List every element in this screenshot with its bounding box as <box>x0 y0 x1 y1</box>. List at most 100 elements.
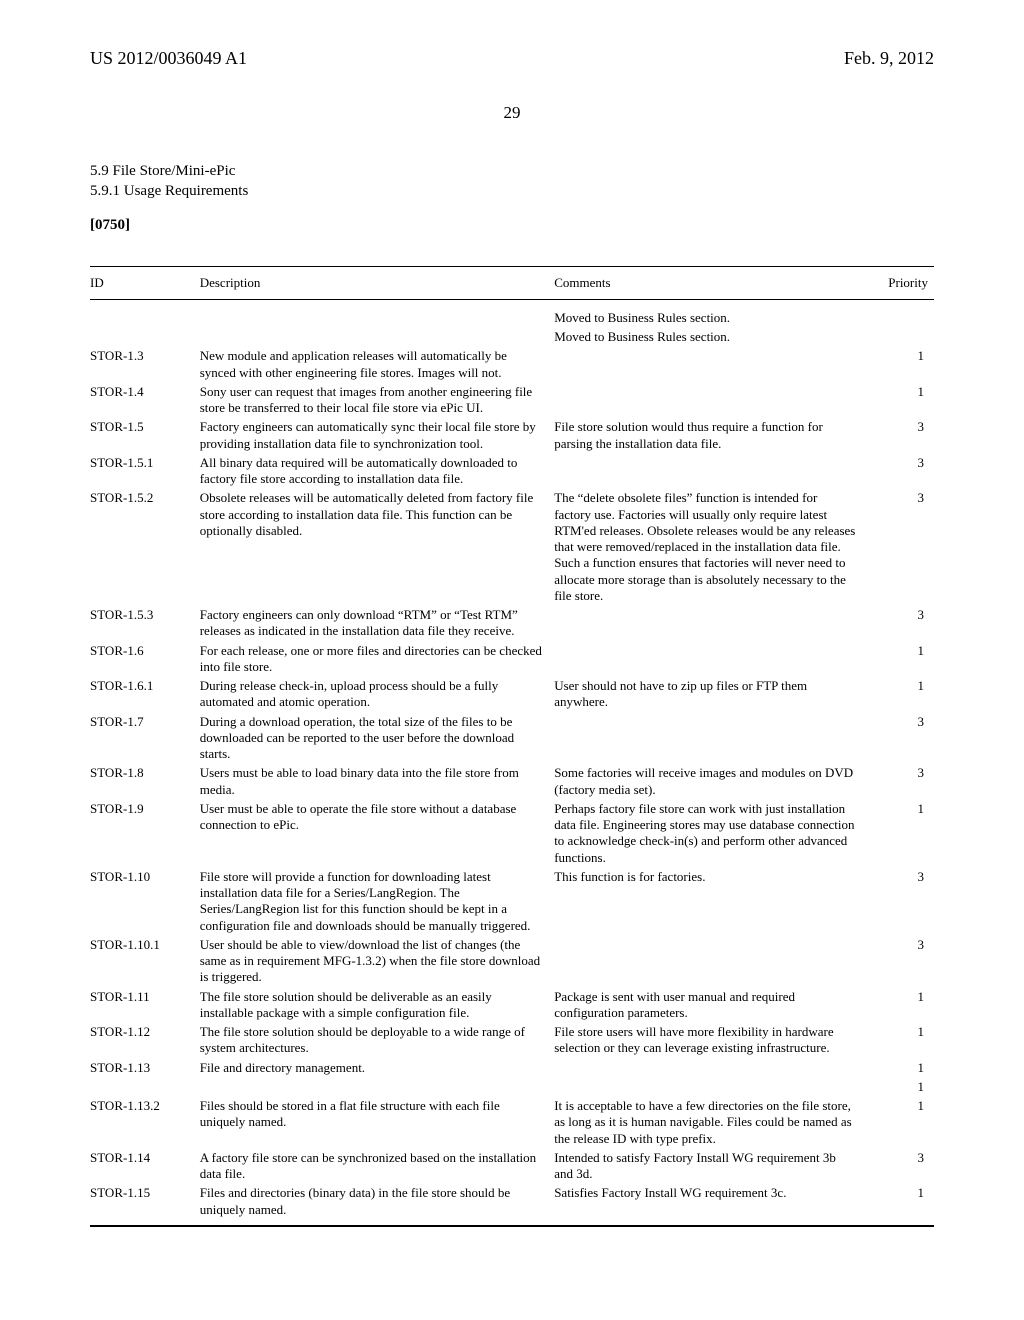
cell-comments: Intended to satisfy Factory Install WG r… <box>554 1148 866 1184</box>
cell-priority: 3 <box>866 1148 934 1184</box>
cell-id <box>90 299 200 327</box>
table-header-row: ID Description Comments Priority <box>90 266 934 299</box>
section-heading-2: 5.9.1 Usage Requirements <box>90 181 934 201</box>
cell-priority: 1 <box>866 347 934 383</box>
cell-id: STOR-1.12 <box>90 1023 200 1059</box>
cell-comments: This function is for factories. <box>554 867 866 935</box>
table-row: STOR-1.6For each release, one or more fi… <box>90 641 934 677</box>
cell-comments: Some factories will receive images and m… <box>554 764 866 800</box>
cell-priority: 1 <box>866 1097 934 1149</box>
cell-description: The file store solution should be deploy… <box>200 1023 554 1059</box>
cell-priority: 3 <box>866 764 934 800</box>
cell-description: Sony user can request that images from a… <box>200 382 554 418</box>
cell-comments: Perhaps factory file store can work with… <box>554 799 866 867</box>
table-row: STOR-1.10.1User should be able to view/d… <box>90 935 934 987</box>
cell-id: STOR-1.15 <box>90 1184 200 1220</box>
cell-description: Obsolete releases will be automatically … <box>200 489 554 606</box>
cell-priority: 3 <box>866 418 934 454</box>
table-row: STOR-1.13.2Files should be stored in a f… <box>90 1097 934 1149</box>
cell-priority: 3 <box>866 935 934 987</box>
cell-comments: File store solution would thus require a… <box>554 418 866 454</box>
cell-comments <box>554 453 866 489</box>
cell-comments <box>554 606 866 642</box>
cell-priority: 1 <box>866 677 934 713</box>
cell-id: STOR-1.13 <box>90 1058 200 1077</box>
cell-priority: 1 <box>866 1077 934 1096</box>
cell-id: STOR-1.4 <box>90 382 200 418</box>
table-row: 1 <box>90 1077 934 1096</box>
cell-description: During a download operation, the total s… <box>200 712 554 764</box>
table-row: STOR-1.7During a download operation, the… <box>90 712 934 764</box>
cell-priority: 1 <box>866 641 934 677</box>
cell-description: User must be able to operate the file st… <box>200 799 554 867</box>
cell-priority: 1 <box>866 799 934 867</box>
paragraph-number: [0750] <box>90 217 934 234</box>
cell-description: Factory engineers can automatically sync… <box>200 418 554 454</box>
cell-comments <box>554 641 866 677</box>
cell-description <box>200 1077 554 1096</box>
cell-description: File store will provide a function for d… <box>200 867 554 935</box>
table-row: STOR-1.6.1During release check-in, uploa… <box>90 677 934 713</box>
cell-priority <box>866 328 934 347</box>
cell-id: STOR-1.8 <box>90 764 200 800</box>
cell-priority: 1 <box>866 987 934 1023</box>
table-row: STOR-1.4Sony user can request that image… <box>90 382 934 418</box>
cell-comments: Moved to Business Rules section. <box>554 299 866 327</box>
cell-id: STOR-1.5.1 <box>90 453 200 489</box>
cell-comments <box>554 935 866 987</box>
page: US 2012/0036049 A1 Feb. 9, 2012 29 5.9 F… <box>0 0 1024 1320</box>
page-header: US 2012/0036049 A1 Feb. 9, 2012 <box>90 48 934 69</box>
section-heading-1: 5.9 File Store/Mini-ePic <box>90 161 934 181</box>
cell-id: STOR-1.11 <box>90 987 200 1023</box>
table-row: Moved to Business Rules section. <box>90 328 934 347</box>
cell-description: During release check-in, upload process … <box>200 677 554 713</box>
cell-description: User should be able to view/download the… <box>200 935 554 987</box>
cell-id: STOR-1.5 <box>90 418 200 454</box>
cell-priority: 3 <box>866 712 934 764</box>
cell-comments: File store users will have more flexibil… <box>554 1023 866 1059</box>
cell-id: STOR-1.5.3 <box>90 606 200 642</box>
cell-priority <box>866 299 934 327</box>
cell-id: STOR-1.9 <box>90 799 200 867</box>
table-row: STOR-1.5.1All binary data required will … <box>90 453 934 489</box>
table-row: STOR-1.5Factory engineers can automatica… <box>90 418 934 454</box>
col-header-comments: Comments <box>554 266 866 299</box>
cell-id: STOR-1.10.1 <box>90 935 200 987</box>
cell-comments: The “delete obsolete files” function is … <box>554 489 866 606</box>
col-header-description: Description <box>200 266 554 299</box>
cell-priority: 3 <box>866 867 934 935</box>
cell-id: STOR-1.7 <box>90 712 200 764</box>
table-row: STOR-1.12The file store solution should … <box>90 1023 934 1059</box>
cell-comments: Satisfies Factory Install WG requirement… <box>554 1184 866 1220</box>
cell-comments: User should not have to zip up files or … <box>554 677 866 713</box>
cell-priority: 1 <box>866 1023 934 1059</box>
table-row: Moved to Business Rules section. <box>90 299 934 327</box>
cell-comments <box>554 1058 866 1077</box>
cell-description: For each release, one or more files and … <box>200 641 554 677</box>
cell-priority: 3 <box>866 489 934 606</box>
cell-id: STOR-1.14 <box>90 1148 200 1184</box>
cell-priority: 3 <box>866 453 934 489</box>
cell-description: The file store solution should be delive… <box>200 987 554 1023</box>
table-row: STOR-1.9User must be able to operate the… <box>90 799 934 867</box>
cell-description: All binary data required will be automat… <box>200 453 554 489</box>
table-row: STOR-1.11The file store solution should … <box>90 987 934 1023</box>
cell-description: A factory file store can be synchronized… <box>200 1148 554 1184</box>
cell-id: STOR-1.6 <box>90 641 200 677</box>
cell-comments: Moved to Business Rules section. <box>554 328 866 347</box>
cell-id <box>90 1077 200 1096</box>
cell-comments <box>554 347 866 383</box>
cell-comments <box>554 1077 866 1096</box>
cell-priority: 1 <box>866 1184 934 1220</box>
table-row: STOR-1.15Files and directories (binary d… <box>90 1184 934 1220</box>
col-header-id: ID <box>90 266 200 299</box>
cell-description: New module and application releases will… <box>200 347 554 383</box>
page-number: 29 <box>90 103 934 123</box>
table-row: STOR-1.10File store will provide a funct… <box>90 867 934 935</box>
table-row: STOR-1.5.2Obsolete releases will be auto… <box>90 489 934 606</box>
table-row: STOR-1.3New module and application relea… <box>90 347 934 383</box>
requirements-table: ID Description Comments Priority Moved t… <box>90 266 934 1220</box>
cell-comments <box>554 382 866 418</box>
table-row: STOR-1.8Users must be able to load binar… <box>90 764 934 800</box>
cell-description: Files should be stored in a flat file st… <box>200 1097 554 1149</box>
